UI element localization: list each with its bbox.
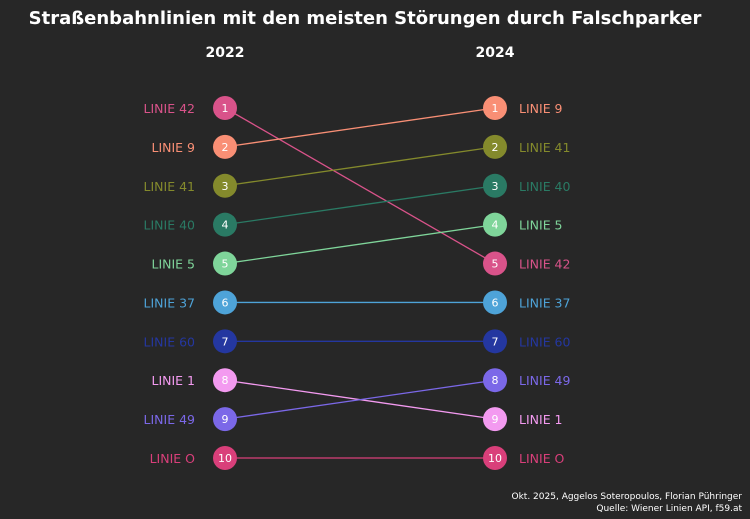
line-label-2024: LINIE 49 bbox=[519, 373, 571, 388]
line-label-2022: LINIE 42 bbox=[144, 101, 195, 116]
rank-number: 6 bbox=[222, 296, 229, 309]
marker-2024-linie-9: 1 LINIE 9 bbox=[483, 96, 563, 120]
line-label-2024: LINIE 37 bbox=[519, 295, 570, 310]
line-label-2024: LINIE 1 bbox=[519, 412, 563, 427]
marker-2022-linie-1: 8 LINIE 1 bbox=[151, 368, 237, 393]
line-label-2024: LINIE 41 bbox=[519, 140, 570, 155]
rank-circle bbox=[483, 251, 507, 276]
slope-line-linie-9 bbox=[224, 107, 496, 148]
rank-number: 3 bbox=[222, 180, 229, 193]
rank-circle bbox=[483, 212, 507, 237]
slope-line-linie-42 bbox=[224, 107, 496, 265]
line-label-2022: LINIE 9 bbox=[151, 140, 195, 155]
marker-2024-linie-41: 2 LINIE 41 bbox=[483, 134, 570, 159]
line-label-2024: LINIE 9 bbox=[519, 101, 563, 116]
rank-circle bbox=[213, 96, 237, 120]
rank-number: 6 bbox=[492, 296, 499, 309]
line-label-2024: LINIE O bbox=[519, 451, 565, 466]
marker-2022-linie-42: 1 LINIE 42 bbox=[144, 96, 237, 120]
chart-title: Straßenbahnlinien mit den meisten Störun… bbox=[29, 8, 702, 29]
rank-circle bbox=[213, 134, 237, 159]
line-label-2022: LINIE O bbox=[150, 451, 196, 466]
marker-2024-linie-60: 7 LINIE 60 bbox=[483, 329, 571, 354]
line-label-2022: LINIE 60 bbox=[144, 334, 196, 349]
rank-number: 2 bbox=[222, 141, 229, 154]
line-label-2024: LINIE 5 bbox=[519, 218, 563, 233]
line-label-2022: LINIE 41 bbox=[144, 179, 195, 194]
marker-2022-linie-5: 5 LINIE 5 bbox=[151, 251, 237, 276]
marker-2022-linie-60: 7 LINIE 60 bbox=[144, 329, 237, 354]
slope-line-linie-49 bbox=[224, 379, 496, 420]
rank-circle bbox=[483, 134, 507, 159]
marker-2022-linie-49: 9 LINIE 49 bbox=[144, 407, 237, 432]
slope-lines bbox=[224, 107, 496, 459]
rank-circle bbox=[213, 290, 237, 315]
rank-circle bbox=[213, 446, 237, 470]
rank-markers: 1 LINIE 42 5 LINIE 42 2 LINIE 9 1 LINIE 9 3 LINIE… bbox=[144, 96, 571, 470]
rank-number: 2 bbox=[492, 141, 499, 154]
rank-number: 5 bbox=[492, 258, 499, 271]
marker-2022-linie-41: 3 LINIE 41 bbox=[144, 173, 237, 198]
rank-number: 3 bbox=[492, 180, 499, 193]
rank-circle bbox=[213, 407, 237, 432]
marker-2022-linie-9: 2 LINIE 9 bbox=[151, 134, 237, 159]
marker-2022-linie-37: 6 LINIE 37 bbox=[144, 290, 237, 315]
marker-2024-linie-o: 10 LINIE O bbox=[483, 446, 565, 470]
line-label-2024: LINIE 60 bbox=[519, 334, 571, 349]
rank-number: 10 bbox=[488, 452, 502, 465]
rank-number: 5 bbox=[222, 258, 229, 271]
line-label-2022: LINIE 37 bbox=[144, 295, 195, 310]
rank-number: 1 bbox=[492, 102, 499, 115]
caption-source: Quelle: Wiener Linien API, f59.at bbox=[596, 504, 742, 514]
caption-authors: Okt. 2025, Aggelos Soteropoulos, Florian… bbox=[512, 492, 743, 502]
slope-line-linie-40 bbox=[224, 185, 496, 226]
rank-circle bbox=[483, 407, 507, 432]
rank-circle bbox=[213, 173, 237, 198]
rank-number: 4 bbox=[492, 219, 499, 232]
rank-number: 9 bbox=[492, 413, 499, 426]
rank-number: 8 bbox=[222, 374, 229, 387]
marker-2024-linie-1: 9 LINIE 1 bbox=[483, 407, 563, 432]
rank-circle bbox=[483, 368, 507, 393]
rank-circle bbox=[483, 329, 507, 354]
line-label-2024: LINIE 42 bbox=[519, 257, 570, 272]
rank-number: 10 bbox=[218, 452, 232, 465]
rank-circle bbox=[483, 290, 507, 315]
line-label-2022: LINIE 40 bbox=[144, 218, 196, 233]
rank-number: 1 bbox=[222, 102, 229, 115]
marker-2022-linie-40: 4 LINIE 40 bbox=[144, 212, 237, 237]
slope-line-linie-5 bbox=[224, 224, 496, 265]
rank-circle bbox=[213, 368, 237, 393]
rank-circle bbox=[213, 212, 237, 237]
marker-2024-linie-42: 5 LINIE 42 bbox=[483, 251, 570, 276]
marker-2024-linie-49: 8 LINIE 49 bbox=[483, 368, 571, 393]
column-header-2022: 2022 bbox=[206, 45, 245, 61]
rank-circle bbox=[483, 446, 507, 470]
rank-circle bbox=[483, 96, 507, 120]
line-label-2022: LINIE 49 bbox=[144, 412, 196, 427]
line-label-2024: LINIE 40 bbox=[519, 179, 571, 194]
rank-number: 7 bbox=[222, 335, 229, 348]
line-label-2022: LINIE 1 bbox=[151, 373, 195, 388]
rank-circle bbox=[213, 329, 237, 354]
marker-2024-linie-40: 3 LINIE 40 bbox=[483, 173, 571, 198]
rank-circle bbox=[213, 251, 237, 276]
rank-number: 4 bbox=[222, 219, 229, 232]
marker-2024-linie-37: 6 LINIE 37 bbox=[483, 290, 570, 315]
column-header-2024: 2024 bbox=[476, 45, 515, 61]
rank-number: 9 bbox=[222, 413, 229, 426]
slope-line-linie-41 bbox=[224, 146, 496, 187]
rank-number: 8 bbox=[492, 374, 499, 387]
marker-2022-linie-o: 10 LINIE O bbox=[150, 446, 237, 470]
rank-circle bbox=[483, 173, 507, 198]
marker-2024-linie-5: 4 LINIE 5 bbox=[483, 212, 563, 237]
rank-number: 7 bbox=[492, 335, 499, 348]
line-label-2022: LINIE 5 bbox=[151, 257, 195, 272]
